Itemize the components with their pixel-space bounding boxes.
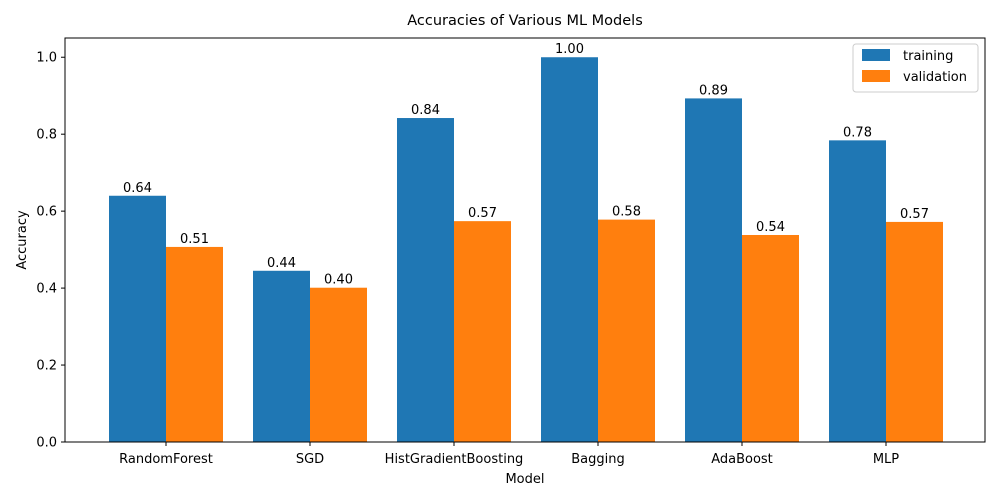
plot-frame bbox=[64, 37, 986, 443]
bar-value-label: 0.40 bbox=[324, 273, 353, 288]
bars-group bbox=[109, 57, 943, 442]
bar-value-label: 1.00 bbox=[555, 42, 584, 57]
chart-title: Accuracies of Various ML Models bbox=[407, 13, 643, 29]
bar-training-MLP bbox=[829, 140, 886, 442]
y-tick-label: 0.0 bbox=[36, 436, 57, 451]
y-tick-label: 0.6 bbox=[36, 205, 57, 220]
y-tick-label: 1.0 bbox=[36, 51, 57, 66]
bar-validation-MLP bbox=[886, 221, 943, 442]
x-tick-label: Bagging bbox=[571, 452, 625, 467]
legend: training validation bbox=[852, 43, 979, 93]
y-tick-label: 0.4 bbox=[36, 282, 57, 297]
x-tick-label: MLP bbox=[873, 452, 899, 467]
y-axis-label: Accuracy bbox=[15, 210, 30, 270]
legend-label-validation: validation bbox=[903, 70, 967, 85]
bar-value-label: 0.89 bbox=[699, 83, 728, 98]
x-tick-label: RandomForest bbox=[119, 452, 213, 467]
bar-value-label: 0.84 bbox=[411, 103, 440, 118]
bar-labels-group: 0.64 0.51 0.44 0.40 0.84 0.57 1.00 0.58 0.89 0.54… bbox=[123, 42, 929, 287]
bar-validation-RandomForest bbox=[166, 246, 223, 442]
bar-value-label: 0.54 bbox=[756, 220, 785, 235]
legend-swatch-training bbox=[862, 49, 890, 61]
bar-training-AdaBoost bbox=[685, 98, 742, 442]
bar-value-label: 0.57 bbox=[468, 206, 497, 221]
bar-training-Bagging bbox=[541, 57, 598, 442]
bar-value-label: 0.44 bbox=[267, 256, 296, 271]
legend-label-training: training bbox=[903, 49, 953, 64]
bar-value-label: 0.78 bbox=[843, 125, 872, 140]
bar-validation-HistGradientBoosting bbox=[454, 221, 511, 442]
bar-validation-AdaBoost bbox=[742, 234, 799, 442]
bar-validation-SGD bbox=[310, 287, 367, 442]
legend-swatch-validation bbox=[862, 70, 890, 82]
y-axis: 0.0 0.2 0.4 0.6 0.8 1.0 bbox=[36, 51, 65, 451]
x-tick-label: HistGradientBoosting bbox=[385, 452, 524, 467]
bar-validation-Bagging bbox=[598, 219, 655, 442]
x-tick-label: AdaBoost bbox=[711, 452, 773, 467]
bar-training-RandomForest bbox=[109, 195, 166, 442]
bar-value-label: 0.57 bbox=[900, 207, 929, 222]
y-tick-label: 0.8 bbox=[36, 128, 57, 143]
bar-value-label: 0.58 bbox=[612, 205, 641, 220]
bar-training-SGD bbox=[253, 270, 310, 442]
x-axis-label: Model bbox=[505, 472, 544, 487]
x-axis: RandomForest SGD HistGradientBoosting Baggi… bbox=[119, 442, 899, 467]
y-tick-label: 0.2 bbox=[36, 359, 57, 374]
x-tick-label: SGD bbox=[296, 452, 324, 467]
bar-value-label: 0.51 bbox=[180, 232, 209, 247]
bar-value-label: 0.64 bbox=[123, 181, 152, 196]
bar-training-HistGradientBoosting bbox=[397, 118, 454, 442]
